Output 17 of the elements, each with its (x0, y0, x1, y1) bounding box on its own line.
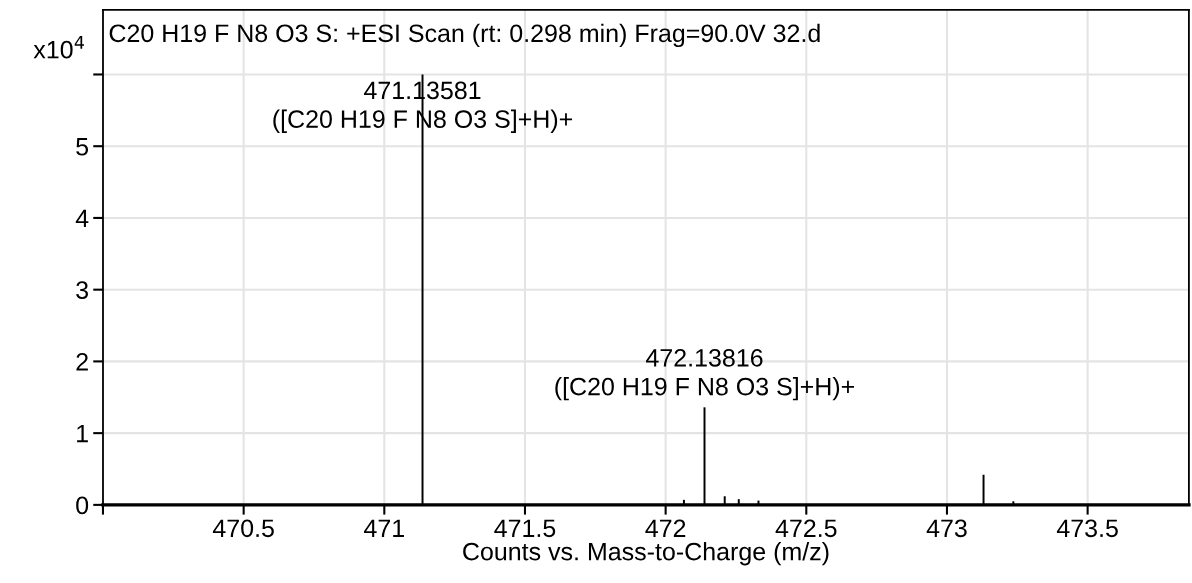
annotation: 472.13816 ([C20 H19 F N8 O3 S]+H)+ (555, 348, 855, 401)
y-tick-label: 2 (76, 353, 88, 371)
x-tick-label: 471.5 (494, 519, 556, 538)
y-axis-title: x10$^{4}$ (33, 35, 84, 59)
y-tick-label: 3 (76, 281, 88, 299)
x-tick-label: 471 (364, 519, 404, 537)
y-tick-label: 5 (76, 138, 89, 156)
text: C20 H19 F N8 O3 S: +ESI Scan (rt: 0.298 min) Frag=90.0V 32.d (109, 23, 820, 48)
x-axis-title: Counts vs. Mass-to-Charge (m/z) (463, 542, 829, 566)
x-tick-label: 472 (645, 519, 686, 537)
y-tick-label: 0 (76, 496, 89, 515)
x-tick-label: 470.5 (212, 519, 274, 538)
x-tick-label: 473.5 (1056, 519, 1118, 538)
x-tick-label: 473 (926, 519, 967, 538)
y-tick-label: 4 (75, 209, 89, 227)
x-tick-label: 472.5 (775, 519, 837, 538)
y-tick-label: 1 (77, 425, 88, 443)
